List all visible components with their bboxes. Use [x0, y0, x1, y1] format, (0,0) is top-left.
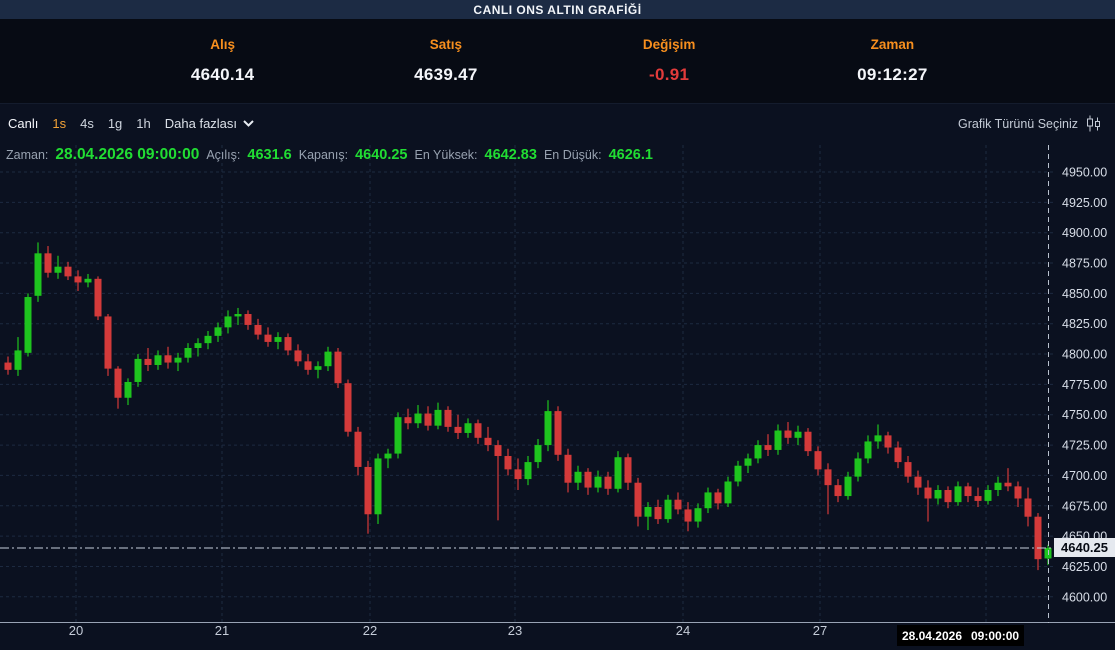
crosshair-time: 09:00:00: [971, 628, 1020, 643]
stat-sell-label: Satış: [429, 37, 463, 52]
y-axis-label: 4600.00: [1062, 590, 1107, 604]
y-axis-label: 4925.00: [1062, 196, 1107, 210]
y-axis-label: 4725.00: [1062, 439, 1107, 453]
stat-change-value: -0.91: [649, 65, 690, 84]
page-title: CANLI ONS ALTIN GRAFİĞİ: [473, 2, 642, 17]
more-intervals-label: Daha fazlası: [164, 116, 238, 131]
chart-area[interactable]: 4950.00 4925.00 4900.00 4875.00 4850.00 4825.…: [0, 143, 1115, 650]
y-axis-label: 4625.00: [1062, 560, 1107, 574]
ohlc-close-label: Kapanış:: [298, 148, 349, 162]
y-axis-label: 4750.00: [1062, 408, 1107, 422]
stat-change-label: Değişim: [642, 37, 696, 52]
y-axis-label: 4875.00: [1062, 257, 1107, 271]
y-axis-label: 4675.00: [1062, 499, 1107, 513]
stat-buy-label: Alış: [210, 37, 235, 52]
ohlc-time-label: Zaman:: [6, 148, 49, 162]
ohlc-low-value: 4626.1: [608, 147, 653, 163]
y-axis-label: 4775.00: [1062, 378, 1107, 392]
ohlc-open-label: Açılış:: [206, 148, 241, 162]
stat-time-value: 09:12:27: [857, 65, 928, 84]
interval-button-1g[interactable]: 1g: [107, 116, 123, 131]
y-axis-label: 4850.00: [1062, 287, 1107, 301]
candlestick-chart-icon: [1087, 115, 1100, 132]
x-axis-label: 23: [508, 623, 522, 638]
y-axis-label: 4825.00: [1062, 317, 1107, 331]
stat-buy: Alış 4640.14: [111, 19, 334, 103]
candlestick-chart[interactable]: 4950.00 4925.00 4900.00 4875.00 4850.00 4825.…: [0, 143, 1115, 650]
chart-type-label: Grafik Türünü Seçiniz: [958, 116, 1078, 131]
stat-sell-value: 4639.47: [414, 65, 478, 84]
chart-type-selector[interactable]: Grafik Türünü Seçiniz: [958, 115, 1107, 132]
x-axis-label: 22: [363, 623, 377, 638]
price-stats-panel: Alış 4640.14 Satış 4639.47 Değişim -0.91…: [0, 19, 1115, 104]
chart-toolbar: Canlı 1s 4s 1g 1h Daha fazlası Grafik Tü…: [0, 104, 1115, 143]
x-axis-label: 20: [69, 623, 83, 638]
interval-button-4s[interactable]: 4s: [80, 116, 94, 131]
live-label: Canlı: [8, 116, 39, 131]
stat-time: Zaman 09:12:27: [781, 19, 1004, 103]
ohlc-low-label: En Düşük:: [543, 148, 602, 162]
ohlc-high-label: En Yüksek:: [414, 148, 478, 162]
y-axis-label: 4700.00: [1062, 469, 1107, 483]
ohlc-close-value: 4640.25: [355, 147, 408, 163]
ohlc-high-value: 4642.83: [484, 147, 537, 163]
ohlc-open-value: 4631.6: [247, 147, 292, 163]
y-axis-label: 4900.00: [1062, 226, 1107, 240]
more-intervals-dropdown[interactable]: Daha fazlası: [165, 116, 254, 131]
current-price-badge: 4640.25: [1054, 538, 1115, 558]
x-axis-label: 24: [676, 623, 690, 638]
interval-button-1h[interactable]: 1h: [136, 116, 151, 131]
stat-change: Değişim -0.91: [558, 19, 781, 103]
ohlc-time-value: 28.04.2026 09:00:00: [55, 146, 200, 163]
chevron-down-icon: [243, 120, 254, 127]
stat-buy-value: 4640.14: [190, 65, 255, 84]
crosshair-date-badge: 28.04.2026 09:00:00: [897, 625, 1024, 646]
stat-sell: Satış 4639.47: [334, 19, 557, 103]
interval-button-1s[interactable]: 1s: [52, 116, 67, 131]
title-bar: CANLI ONS ALTIN GRAFİĞİ: [0, 0, 1115, 19]
crosshair-date: 28.04.2026: [901, 628, 962, 643]
y-axis-label: 4950.00: [1062, 166, 1107, 180]
y-axis-label: 4800.00: [1062, 348, 1107, 362]
ohlc-info-row: Zaman: 28.04.2026 09:00:00 Açılış: 4631.…: [6, 146, 653, 164]
x-axis-label: 27: [813, 623, 827, 638]
stat-time-label: Zaman: [870, 37, 915, 52]
x-axis-label: 21: [215, 623, 229, 638]
